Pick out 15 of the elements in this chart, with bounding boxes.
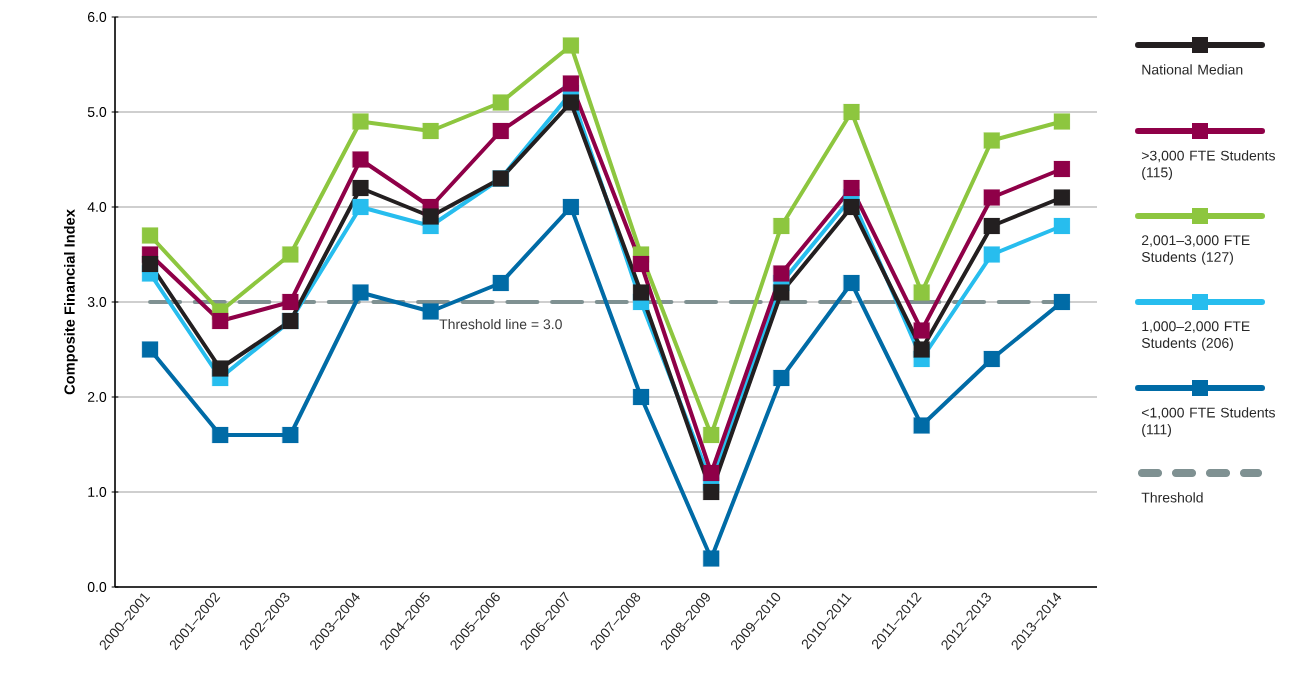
legend-label: National Median — [1142, 64, 1243, 75]
legend-label: 2,001–3,000 FTE Students (127) — [1141, 235, 1250, 265]
legend-label: >3,000 FTE Students (115) — [1141, 150, 1275, 181]
y-tick-label: 1.0 — [88, 487, 107, 497]
y-tick-label: 2.0 — [87, 392, 107, 402]
y-tick-label: 6.0 — [87, 12, 107, 22]
annotation: Threshold line = 3.0 — [439, 318, 562, 330]
legend-label: <1,000 FTE Students (111) — [1141, 407, 1275, 438]
legend-label: 1,000–2,000 FTE Students (206) — [1141, 321, 1250, 351]
y-tick-label: 5.0 — [87, 107, 107, 117]
y-tick-label: 0.0 — [87, 582, 107, 592]
y-tick-label: 3.0 — [87, 297, 107, 307]
legend-label: Threshold — [1141, 492, 1203, 503]
y-tick-label: 4.0 — [87, 202, 107, 212]
y-axis-title: Composite Financial Index — [64, 209, 78, 395]
